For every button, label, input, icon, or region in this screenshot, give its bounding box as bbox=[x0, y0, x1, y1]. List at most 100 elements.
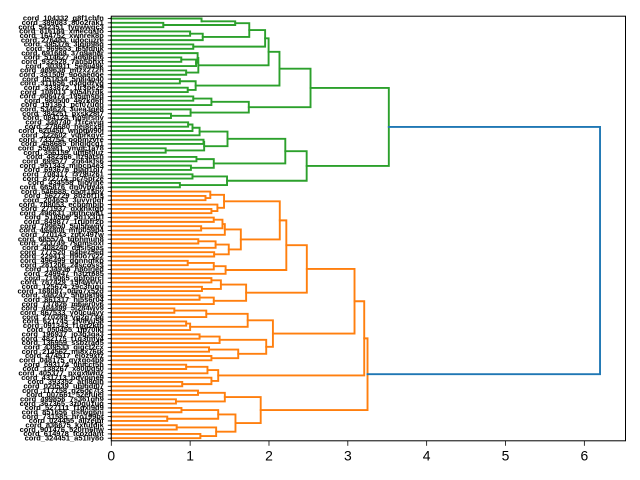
svg-text:cord_665876_dn0yby4a: cord_665876_dn0yby4a bbox=[20, 182, 105, 191]
svg-text:cord_276483_udocuzre: cord_276483_udocuzre bbox=[21, 35, 104, 44]
svg-text:cord_872774_pr75pr2e: cord_872774_pr75pr2e bbox=[22, 174, 103, 183]
svg-text:3: 3 bbox=[344, 448, 352, 464]
svg-text:cord_621745_zfv8yu58: cord_621745_zfv8yu58 bbox=[22, 317, 103, 326]
svg-text:cord_084124_hg9jrsnv: cord_084124_hg9jrsnv bbox=[23, 113, 105, 122]
svg-text:cord_499856_7s361gh9: cord_499856_7s361gh9 bbox=[20, 394, 104, 403]
svg-text:cord_389083_80o2rak1: cord_389083_80o2rak1 bbox=[22, 18, 104, 27]
svg-text:cord_699577_2n64kfs6: cord_699577_2n64kfs6 bbox=[22, 156, 104, 165]
svg-text:cord_233749_7sgmsoxl: cord_233749_7sgmsoxl bbox=[20, 239, 104, 248]
svg-text:4: 4 bbox=[423, 448, 431, 464]
svg-text:cord_901476_520rn6hw: cord_901476_520rn6hw bbox=[20, 425, 104, 434]
svg-text:cord_693676_pjag1ol7: cord_693676_pjag1ol7 bbox=[24, 165, 104, 174]
svg-text:cord_496499_dgnnqfkp: cord_496499_dgnnqfkp bbox=[20, 256, 104, 265]
svg-text:cord_281206_24scoss3: cord_281206_24scoss3 bbox=[20, 260, 103, 269]
svg-text:cord_620450_wnpgw90j: cord_620450_wnpgw90j bbox=[18, 126, 103, 135]
svg-text:cord_020539_ublqdi07: cord_020539_ublqdi07 bbox=[23, 382, 103, 391]
svg-text:cord_851656_dstwg6nj: cord_851656_dstwg6nj bbox=[22, 407, 104, 416]
svg-text:cord_108013_k054nzdk: cord_108013_k054nzdk bbox=[20, 87, 104, 96]
svg-text:1: 1 bbox=[186, 448, 194, 464]
svg-text:cord_048175_qyxgo4b9: cord_048175_qyxgo4b9 bbox=[19, 356, 104, 365]
svg-text:cord_737826_m6ier0v6: cord_737826_m6ier0v6 bbox=[22, 299, 104, 308]
svg-text:cord_496631_pgthcw81: cord_496631_pgthcw81 bbox=[20, 208, 104, 217]
svg-text:cord_691669_37q9ah8r: cord_691669_37q9ah8r bbox=[21, 48, 104, 57]
svg-text:cord_482366_ltz9atsn: cord_482366_ltz9atsn bbox=[26, 152, 104, 161]
svg-text:cord_348247_5hbpkt9a: cord_348247_5hbpkt9a bbox=[21, 291, 104, 300]
svg-text:cord_708053_ecbpmbjp: cord_708053_ecbpmbjp bbox=[19, 200, 104, 209]
svg-text:5: 5 bbox=[502, 448, 510, 464]
svg-text:cord_404499_5j284wv9: cord_404499_5j284wv9 bbox=[21, 304, 104, 313]
svg-text:cord_816184_xmecosfo: cord_816184_xmecosfo bbox=[19, 27, 104, 36]
svg-text:cord_614978_tcozdant: cord_614978_tcozdant bbox=[23, 429, 104, 438]
svg-text:cord_527111_f1gxi9d9: cord_527111_f1gxi9d9 bbox=[25, 403, 104, 412]
svg-text:cord_168087_0dm7x52d: cord_168087_0dm7x52d bbox=[17, 286, 104, 295]
svg-text:cord_708317_i379u261: cord_708317_i379u261 bbox=[22, 169, 103, 178]
svg-text:cord_348740_f1rcaviq: cord_348740_f1rcaviq bbox=[25, 118, 104, 127]
svg-text:cord_494808_mfp059p4: cord_494808_mfp059p4 bbox=[19, 226, 104, 235]
svg-text:2: 2 bbox=[265, 448, 273, 464]
svg-text:cord_861317_hj5s6r04: cord_861317_hj5s6r04 bbox=[24, 295, 105, 304]
svg-text:cord_562729_8bzbf1i3: cord_562729_8bzbf1i3 bbox=[24, 191, 104, 200]
svg-text:cord_164752_xwnrek8p: cord_164752_xwnrek8p bbox=[20, 31, 105, 40]
svg-text:cord_229413_h90o7y22: cord_229413_h90o7y22 bbox=[20, 252, 104, 261]
svg-text:cord_136959_ssbzrad5: cord_136959_ssbzrad5 bbox=[22, 338, 104, 347]
svg-text:cord_733754_oobmzvre: cord_733754_oobmzvre bbox=[19, 135, 104, 144]
svg-text:cord_367365_3z0gu1uq: cord_367365_3z0gu1uq bbox=[20, 399, 105, 408]
svg-text:cord_731585_hro199br: cord_731585_hro199br bbox=[22, 412, 104, 421]
svg-text:cord_270289_vg2g73aj: cord_270289_vg2g73aj bbox=[22, 312, 104, 321]
svg-text:cord_024455_aljzejbf: cord_024455_aljzejbf bbox=[29, 416, 105, 425]
svg-text:cord_408240_d9si5gas: cord_408240_d9si5gas bbox=[22, 243, 104, 252]
svg-text:cord_249947_h3tzr685: cord_249947_h3tzr685 bbox=[24, 269, 104, 278]
svg-text:cord_333872_1lr3pe29: cord_333872_1lr3pe29 bbox=[24, 83, 104, 92]
svg-text:cord_474517_ejoz9xfz: cord_474517_ejoz9xfz bbox=[25, 351, 104, 360]
svg-text:cord_482175_t1q3tmy4: cord_482175_t1q3tmy4 bbox=[21, 334, 104, 343]
svg-text:cord_134936_h8ojrjed: cord_134936_h8ojrjed bbox=[25, 265, 104, 274]
svg-text:cord_196937_jo3q3qa3: cord_196937_jo3q3qa3 bbox=[22, 330, 104, 339]
svg-text:cord_356159_uht6t0uz: cord_356159_uht6t0uz bbox=[23, 148, 104, 157]
svg-text:0: 0 bbox=[107, 448, 115, 464]
svg-text:cord_836675_kxtufdjk: cord_836675_kxtufdjk bbox=[25, 420, 104, 429]
svg-text:cord_685574_tqohmuh8: cord_685574_tqohmuh8 bbox=[18, 234, 104, 243]
svg-text:cord_439533_qigct2cx: cord_439533_qigct2cx bbox=[24, 343, 105, 352]
svg-text:cord_324451_a51liy8o: cord_324451_a51liy8o bbox=[25, 433, 105, 442]
svg-text:cord_777520_q4hez5ed: cord_777520_q4hez5ed bbox=[20, 247, 104, 256]
svg-text:cord_214562_mi8x76rk: cord_214562_mi8x76rk bbox=[22, 347, 105, 356]
svg-text:cord_091343_f1gg2ktb: cord_091343_f1gg2ktb bbox=[23, 321, 104, 330]
svg-text:cord_117758_g26oc7t3: cord_117758_g26oc7t3 bbox=[22, 386, 104, 395]
svg-text:cord_489638_mtzx272h: cord_489638_mtzx272h bbox=[20, 66, 104, 75]
svg-text:cord_542351_fygwwqc3: cord_542351_fygwwqc3 bbox=[18, 22, 103, 31]
svg-text:cord_534624_3uea3ge8: cord_534624_3uea3ge8 bbox=[20, 105, 104, 114]
svg-text:cord_384251_pxsk28t7: cord_384251_pxsk28t7 bbox=[22, 109, 104, 118]
svg-text:cord_951343_mjbcp4e3: cord_951343_mjbcp4e3 bbox=[20, 161, 104, 170]
svg-text:cord_556981_ymqc1a78: cord_556981_ymqc1a78 bbox=[18, 144, 104, 153]
svg-text:cord_514627_aq6l6gt6: cord_514627_aq6l6gt6 bbox=[24, 53, 104, 62]
svg-text:cord_518506_5g1x3j1l: cord_518506_5g1x3j1l bbox=[25, 213, 104, 222]
svg-text:cord_867533_yo0cu4yy: cord_867533_yo0cu4yy bbox=[20, 308, 105, 317]
svg-text:cord_405377_pxgx8wdz: cord_405377_pxgx8wdz bbox=[18, 369, 104, 378]
svg-text:cord_849877_1rupfr2p: cord_849877_1rupfr2p bbox=[24, 217, 104, 226]
svg-text:cord_593174_0hicct5h: cord_593174_0hicct5h bbox=[24, 360, 104, 369]
svg-text:cord_393352_arji8qlh: cord_393352_arji8qlh bbox=[28, 377, 105, 386]
svg-text:cord_787429_15f4w0vu: cord_787429_15f4w0vu bbox=[20, 278, 104, 287]
svg-text:cord_051834_5n8i4p40: cord_051834_5n8i4p40 bbox=[22, 74, 104, 83]
svg-text:cord_303911_5e8ii49k: cord_303911_5e8ii49k bbox=[25, 61, 104, 70]
svg-text:cord_191361_pcf07uqn: cord_191361_pcf07uqn bbox=[21, 100, 104, 109]
svg-text:cord_799650_5ul5nwqv: cord_799650_5ul5nwqv bbox=[20, 221, 105, 230]
svg-text:cord_278680_hej8cx9j: cord_278680_hej8cx9j bbox=[25, 122, 104, 131]
svg-text:cord_434558_fijoyjne: cord_434558_fijoyjne bbox=[28, 178, 104, 187]
svg-text:cord_322602_v0prkgyc: cord_322602_v0prkgyc bbox=[21, 131, 104, 140]
svg-text:cord_007661_52efujei: cord_007661_52efujei bbox=[26, 390, 104, 399]
svg-text:cord_271937_qxkhktgb: cord_271937_qxkhktgb bbox=[21, 204, 104, 213]
svg-text:cord_125674_z9c3fuqu: cord_125674_z9c3fuqu bbox=[22, 282, 105, 291]
svg-text:cord_395376_3jqip98q: cord_395376_3jqip98q bbox=[24, 40, 104, 49]
svg-text:cord_431713_bdvpine9: cord_431713_bdvpine9 bbox=[21, 373, 104, 382]
svg-text:cord_311656_03dgdzvg: cord_311656_03dgdzvg bbox=[20, 79, 104, 88]
svg-text:cord_104332_g8f1cbfn: cord_104332_g8f1cbfn bbox=[23, 14, 104, 23]
svg-text:cord_969653_i65fdhjk: cord_969653_i65fdhjk bbox=[26, 44, 105, 53]
svg-text:cord_980500_467kd6fl: cord_980500_467kd6fl bbox=[24, 96, 104, 105]
svg-text:cord_050455_1jp70lkl: cord_050455_1jp70lkl bbox=[27, 325, 104, 334]
svg-text:cord_546688_o5or15by: cord_546688_o5or15by bbox=[21, 187, 105, 196]
svg-text:cord_606474_195jmsnd: cord_606474_195jmsnd bbox=[20, 92, 105, 101]
svg-text:cord_138267_x80j0g50: cord_138267_x80j0g50 bbox=[22, 364, 103, 373]
svg-text:cord_331509_9ooaedoe: cord_331509_9ooaedoe bbox=[19, 70, 104, 79]
svg-text:cord_204653_3uvyr0qf: cord_204653_3uvyr0qf bbox=[23, 195, 104, 204]
